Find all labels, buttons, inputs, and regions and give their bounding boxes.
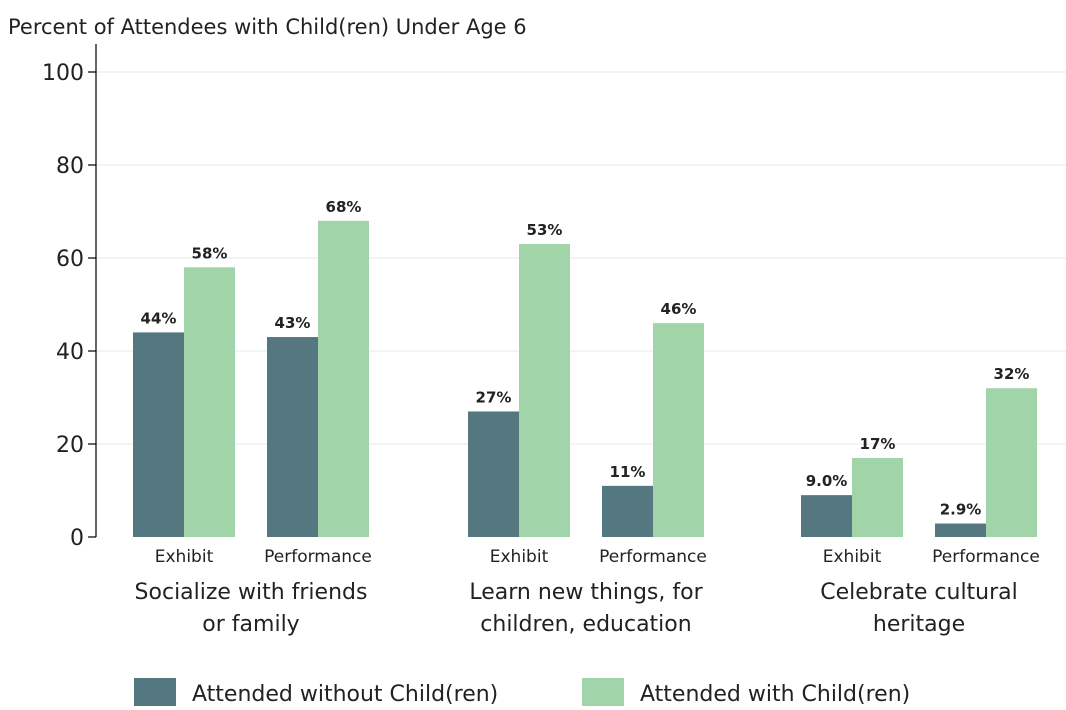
bar-with-children xyxy=(653,323,704,537)
bar-without-children xyxy=(133,332,184,537)
y-tick-label: 20 xyxy=(56,433,84,458)
bar-value-label: 43% xyxy=(275,314,311,332)
y-tick-label: 0 xyxy=(70,526,84,551)
bar-without-children xyxy=(801,495,852,537)
legend-swatch xyxy=(134,678,176,706)
x-group-label: children, education xyxy=(480,612,691,637)
bar-with-children xyxy=(852,457,903,537)
y-tick-label: 40 xyxy=(56,340,84,365)
bar-without-children xyxy=(267,337,318,537)
gridlines xyxy=(96,71,1066,445)
bar-value-label: 11% xyxy=(610,463,646,481)
x-group-label: heritage xyxy=(873,612,965,637)
x-group-label: or family xyxy=(202,612,299,637)
bar-value-label: 2.9% xyxy=(940,501,982,519)
bar-value-label: 68% xyxy=(326,198,362,216)
bar-without-children xyxy=(468,411,519,537)
bar-value-label: 27% xyxy=(476,388,512,406)
x-group-label: Celebrate cultural xyxy=(820,580,1018,605)
bar-value-label: 53% xyxy=(527,221,563,239)
y-tick-label: 80 xyxy=(56,154,84,179)
x-subcategory-label: Performance xyxy=(599,547,707,567)
x-subcategory-label: Performance xyxy=(264,547,372,567)
x-axis-labels: Exhibit Performance Socialize with friends… xyxy=(135,547,1040,637)
bar-value-label: 17% xyxy=(860,435,896,453)
y-tick-label: 100 xyxy=(42,61,84,86)
x-group-label: Learn new things, for xyxy=(469,580,703,605)
bar-value-label: 9.0% xyxy=(806,472,848,490)
chart-title: Percent of Attendees with Child(ren) Und… xyxy=(8,15,527,39)
bar-value-label: 44% xyxy=(141,309,177,327)
y-axis: 0 20 40 60 80 100 xyxy=(42,44,97,551)
y-tick-label: 60 xyxy=(56,247,84,272)
x-subcategory-label: Exhibit xyxy=(823,547,882,567)
bar-without-children xyxy=(935,523,986,537)
bars: 44% 58% 43% 68% 27% 53% 11% 46% 9.0% 17% 2.9% 32% xyxy=(133,198,1037,538)
bar-value-label: 32% xyxy=(994,365,1030,383)
legend-label: Attended with Child(ren) xyxy=(640,682,910,707)
x-subcategory-label: Performance xyxy=(932,547,1040,567)
x-subcategory-label: Exhibit xyxy=(155,547,214,567)
bar-with-children xyxy=(986,388,1037,537)
legend-label: Attended without Child(ren) xyxy=(192,682,498,707)
bar-value-label: 58% xyxy=(192,244,228,262)
legend-swatch xyxy=(582,678,624,706)
bar-with-children xyxy=(318,220,369,538)
bar-with-children xyxy=(519,244,570,538)
bar-value-label: 46% xyxy=(661,300,697,318)
x-group-label: Socialize with friends xyxy=(135,580,368,605)
x-subcategory-label: Exhibit xyxy=(490,547,549,567)
bar-with-children xyxy=(184,267,235,537)
bar-without-children xyxy=(602,485,653,537)
legend: Attended without Child(ren) Attended with… xyxy=(134,678,910,707)
